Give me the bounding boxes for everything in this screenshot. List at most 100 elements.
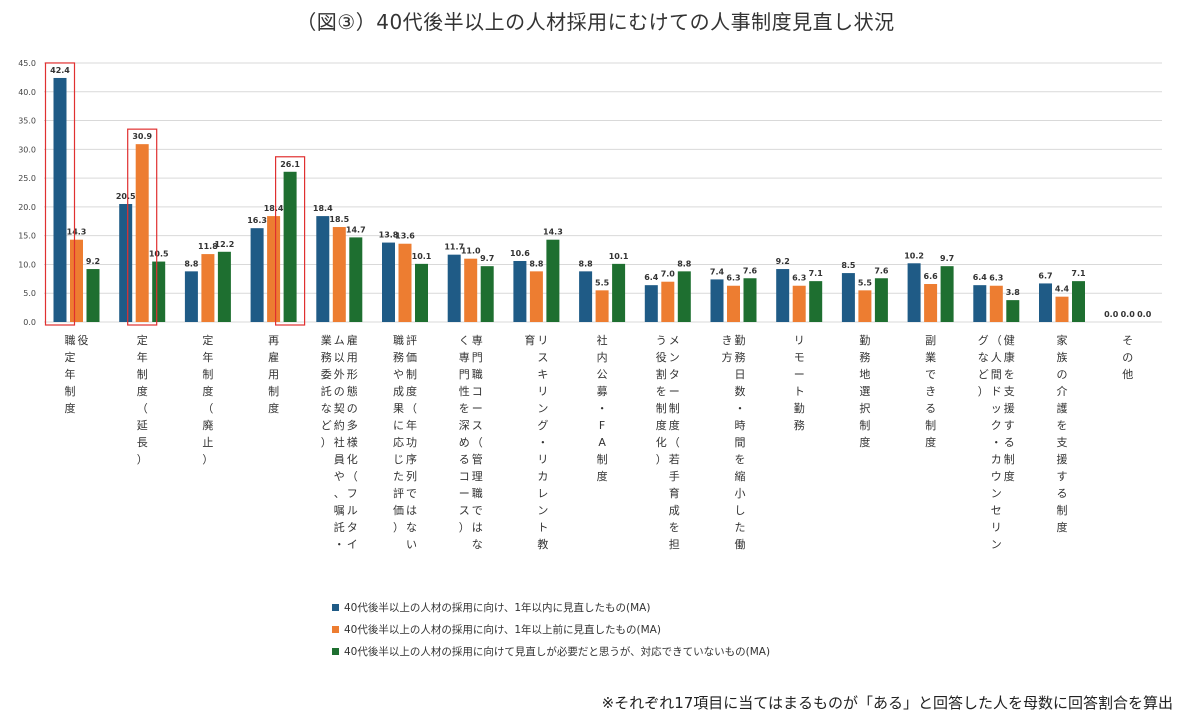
value-label: 11.7 — [444, 243, 464, 252]
y-tick-label: 10.0 — [18, 260, 36, 269]
bar-series-2-cat-15 — [989, 285, 1003, 322]
bar-series-2-cat-2 — [135, 144, 149, 322]
value-label: 10.1 — [412, 252, 432, 261]
category-label-4: 再雇用制度 — [268, 334, 279, 415]
bar-series-1-cat-13 — [841, 273, 855, 322]
bar-series-1-cat-9 — [579, 271, 593, 322]
value-label: 14.7 — [346, 225, 366, 234]
category-label-column: く専門性を深めるコース） — [459, 334, 470, 534]
category-label-column: 社内公募・ F A 制度 — [597, 333, 608, 483]
category-label-column: う役割を制度化） — [656, 334, 667, 466]
value-label: 7.4 — [710, 267, 725, 276]
y-tick-label: 25.0 — [18, 174, 36, 183]
legend-label-series-2: 40代後半以上の人材の採用に向け、1年以上前に見直したもの(MA) — [344, 623, 661, 636]
category-label-13: 勤務地選択制度 — [859, 334, 870, 449]
value-label: 11.8 — [198, 242, 218, 251]
bar-series-3-cat-3 — [217, 251, 231, 322]
category-label-column: （人間ドック・カウンセリン — [991, 334, 1002, 551]
legend-swatch-series-1 — [332, 603, 339, 611]
bar-series-3-cat-9 — [612, 263, 626, 322]
highlight-box — [127, 128, 158, 326]
value-label: 8.5 — [841, 261, 856, 270]
legend-item-series-3: 40代後半以上の人材の採用に向けて見直しが必要だと思うが、対応できていないもの(… — [332, 640, 770, 662]
bar-series-3-cat-13 — [874, 278, 888, 322]
value-label: 26.1 — [280, 160, 300, 169]
value-label: 7.6 — [874, 266, 889, 275]
y-tick-label: 30.0 — [18, 145, 36, 154]
value-label: 4.4 — [1055, 285, 1070, 294]
value-label: 6.3 — [792, 274, 806, 283]
bar-series-3-cat-2 — [152, 261, 166, 322]
category-label-column: リスキリング・リカレント教 — [537, 334, 548, 551]
y-tick-label: 20.0 — [18, 203, 36, 212]
bar-series-3-cat-4 — [283, 171, 297, 322]
category-label-2: 定年制度（延長） — [137, 333, 148, 466]
category-label-column: 業務委託など） — [321, 334, 332, 449]
bar-series-1-cat-11 — [710, 279, 724, 322]
bar-series-2-cat-14 — [924, 284, 938, 322]
legend-item-series-1: 40代後半以上の人材の採用に向け、1年以内に見直したもの(MA) — [332, 596, 770, 618]
value-label: 10.6 — [510, 249, 530, 258]
legend-item-series-2: 40代後半以上の人材の採用に向け、1年以上前に見直したもの(MA) — [332, 618, 770, 640]
bar-series-2-cat-8 — [529, 271, 543, 322]
category-label-12: リモート勤務 — [794, 334, 805, 432]
value-label: 42.4 — [50, 66, 70, 75]
category-label-column: 再雇用制度 — [268, 334, 279, 415]
value-label: 8.8 — [529, 259, 544, 268]
value-label: 10.5 — [149, 250, 169, 259]
bar-series-2-cat-10 — [661, 281, 675, 322]
highlight-box — [275, 156, 306, 326]
value-label: 0.0 — [1121, 310, 1136, 319]
value-label: 7.1 — [809, 269, 824, 278]
legend-swatch-series-3 — [332, 647, 339, 655]
value-label: 8.8 — [579, 259, 594, 268]
category-label-column: 家族の介護を支援する制度 — [1057, 333, 1068, 534]
category-label-column: 職務や成果に応じた評価） — [393, 334, 404, 534]
value-label: 6.4 — [644, 273, 659, 282]
bar-series-2-cat-16 — [1055, 296, 1069, 322]
value-label: 6.3 — [989, 274, 1003, 283]
value-label: 13.6 — [395, 232, 415, 241]
bar-series-1-cat-14 — [907, 263, 921, 322]
value-label: 8.8 — [184, 259, 199, 268]
value-label: 9.7 — [480, 254, 494, 263]
category-label-column: 勤務地選択制度 — [859, 334, 870, 449]
bar-series-2-cat-1 — [70, 239, 83, 322]
bar-series-3-cat-6 — [415, 263, 428, 322]
value-label: 0.0 — [1104, 310, 1119, 319]
bar-series-3-cat-11 — [743, 278, 757, 322]
y-tick-label: 45.0 — [18, 59, 36, 68]
value-label: 6.7 — [1038, 271, 1052, 280]
legend-swatch-series-2 — [332, 625, 339, 633]
value-label: 14.3 — [543, 228, 563, 237]
value-label: 7.0 — [661, 270, 676, 279]
category-label-column: リモート勤務 — [794, 334, 805, 432]
value-label: 16.3 — [247, 216, 267, 225]
bars — [53, 77, 1085, 322]
value-label: 12.2 — [215, 240, 235, 249]
bar-series-2-cat-12 — [792, 285, 806, 322]
category-label-16: 家族の介護を支援する制度 — [1057, 333, 1068, 534]
value-label: 3.8 — [1006, 288, 1021, 297]
bar-series-1-cat-4 — [250, 228, 264, 322]
value-label: 11.0 — [461, 247, 481, 256]
value-label: 9.7 — [940, 254, 954, 263]
bar-series-2-cat-4 — [267, 216, 281, 322]
legend-label-series-3: 40代後半以上の人材の採用に向けて見直しが必要だと思うが、対応できていないもの(… — [344, 645, 771, 658]
bar-series-3-cat-14 — [940, 266, 954, 322]
bar-series-3-cat-15 — [1006, 300, 1020, 322]
value-label: 6.4 — [973, 273, 988, 282]
bar-series-1-cat-6 — [382, 242, 395, 322]
category-label-column: 役 — [78, 333, 89, 347]
highlight-box — [44, 62, 76, 326]
legend: 40代後半以上の人材の採用に向け、1年以内に見直したもの(MA) 40代後半以上… — [332, 596, 770, 662]
y-tick-label: 40.0 — [18, 88, 36, 97]
value-label: 7.1 — [1071, 269, 1086, 278]
